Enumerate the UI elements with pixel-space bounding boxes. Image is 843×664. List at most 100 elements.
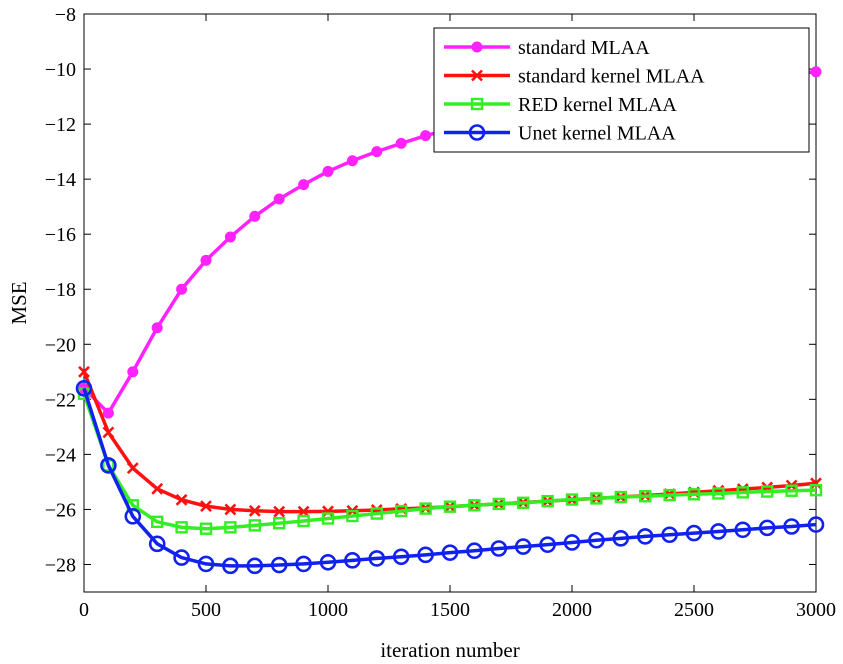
- data-point: [175, 521, 188, 534]
- data-point: [273, 516, 286, 530]
- y-tick-label: −26: [45, 499, 76, 521]
- data-point: [346, 155, 358, 167]
- data-point: [197, 555, 215, 573]
- data-point: [321, 512, 335, 525]
- data-point: [248, 504, 261, 517]
- data-point: [270, 556, 288, 574]
- data-point: [249, 210, 261, 222]
- data-point: [200, 500, 212, 513]
- data-point: [588, 531, 605, 549]
- data-point: [100, 457, 117, 474]
- y-tick-label: −20: [45, 334, 76, 356]
- data-point: [322, 165, 334, 177]
- data-point: [395, 137, 407, 149]
- data-point: [612, 530, 630, 547]
- data-point: [761, 485, 774, 498]
- data-point: [199, 522, 213, 535]
- legend-label: standard kernel MLAA: [518, 66, 705, 88]
- series-4: [75, 380, 825, 575]
- data-point: [590, 492, 603, 505]
- legend: standard MLAA standard kernel MLAA RED ker…: [433, 27, 810, 153]
- legend-entry: standard kernel MLAA: [444, 66, 705, 88]
- data-point: [173, 549, 190, 566]
- data-point: [490, 540, 508, 557]
- series-3: [77, 387, 823, 535]
- y-tick-label: −8: [55, 4, 76, 26]
- data-point: [810, 477, 822, 490]
- data-point: [273, 505, 286, 518]
- data-point: [127, 366, 139, 378]
- data-point: [126, 462, 139, 475]
- data-point: [443, 500, 457, 513]
- data-point: [151, 482, 164, 495]
- data-point: [565, 493, 579, 506]
- data-point: [517, 496, 530, 510]
- data-point: [297, 514, 310, 528]
- y-tick-label: −12: [45, 114, 76, 136]
- data-point: [807, 516, 825, 533]
- series-line: [82, 393, 817, 531]
- data-point: [809, 483, 823, 497]
- y-axis-title: MSE: [7, 281, 31, 324]
- legend-entry: RED kernel MLAA: [444, 94, 677, 116]
- data-point: [75, 380, 93, 397]
- x-tick-label: 3000: [796, 599, 836, 621]
- data-point: [734, 521, 752, 539]
- data-point: [417, 546, 434, 564]
- y-tick-label: −24: [45, 444, 76, 466]
- y-tick-label: −16: [45, 224, 76, 246]
- data-point: [151, 322, 163, 334]
- data-point: [539, 536, 556, 553]
- series-line: [82, 387, 817, 568]
- data-point: [712, 487, 725, 500]
- data-point: [636, 528, 654, 545]
- x-tick-label: 1000: [308, 599, 348, 621]
- data-point: [420, 130, 432, 142]
- data-point: [124, 508, 142, 525]
- data-point: [392, 548, 410, 566]
- data-point: [470, 97, 484, 111]
- data-point: [298, 179, 310, 191]
- data-point: [685, 524, 703, 542]
- x-tick-label: 1500: [430, 599, 470, 621]
- legend-label: RED kernel MLAA: [518, 94, 677, 116]
- data-point: [346, 509, 359, 523]
- y-tick-label: −22: [45, 389, 76, 411]
- x-tick-label: 500: [191, 599, 221, 621]
- data-point: [368, 550, 386, 567]
- data-point: [102, 407, 114, 419]
- x-tick-label: 2500: [674, 599, 714, 621]
- data-point: [419, 502, 432, 515]
- data-point: [148, 535, 166, 553]
- data-point: [758, 519, 776, 537]
- y-tick-label: −10: [45, 59, 76, 81]
- x-tick-label: 2000: [552, 599, 592, 621]
- data-point: [663, 488, 676, 502]
- data-point: [319, 553, 337, 571]
- data-point: [344, 552, 361, 569]
- legend-label: Unet kernel MLAA: [518, 123, 676, 145]
- data-point: [687, 488, 701, 501]
- data-point: [176, 283, 188, 295]
- data-point: [248, 519, 262, 532]
- data-point: [78, 365, 90, 378]
- data-point: [200, 254, 212, 266]
- data-point: [150, 515, 164, 529]
- data-point: [614, 490, 627, 504]
- y-tick-label: −18: [45, 279, 76, 301]
- data-point: [224, 231, 236, 243]
- y-tick-label: −14: [45, 169, 76, 191]
- data-point: [492, 497, 505, 511]
- data-point: [295, 555, 312, 573]
- data-point: [471, 41, 483, 53]
- legend-entry: Unet kernel MLAA: [444, 123, 676, 145]
- legend-label: standard MLAA: [518, 37, 650, 59]
- data-point: [514, 538, 532, 555]
- data-point: [395, 504, 408, 518]
- data-point: [466, 542, 483, 560]
- data-point: [639, 490, 652, 503]
- data-point: [370, 507, 383, 520]
- data-point: [710, 523, 727, 540]
- data-point: [175, 493, 188, 506]
- data-point: [224, 503, 237, 516]
